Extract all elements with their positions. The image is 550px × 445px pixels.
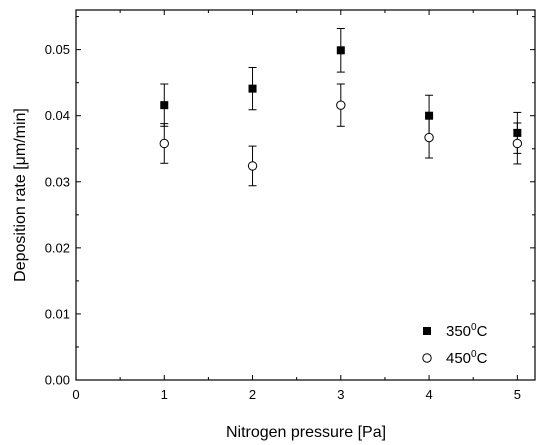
y-axis: 0.00 0.01 0.02 0.03 0.04 0.05 [45,16,535,388]
plot-frame [75,9,536,381]
x-tick-label: 1 [161,387,168,402]
x-axis-title: Nitrogen pressure [Pa] [226,424,386,441]
x-tick-label: 3 [337,387,344,402]
x-tick-label: 2 [249,387,256,402]
data-point-350 [248,84,257,93]
x-axis: 0 1 2 3 4 5 [72,10,521,402]
legend: 3500C 4500C [422,322,488,367]
y-tick-label: 0.03 [45,174,70,189]
plot-area [159,28,523,187]
legend-label-450: 4500C [446,349,488,367]
data-point-350 [425,111,434,120]
data-point-450 [159,138,169,149]
x-tick-label: 5 [514,387,521,402]
x-tick-label: 0 [72,387,79,402]
data-point-350 [160,101,169,110]
data-point-350 [336,46,345,55]
legend-marker-450 [422,353,432,363]
y-tick-label: 0.02 [45,240,70,255]
y-tick-label: 0.01 [45,306,70,321]
y-tick-label: 0.05 [45,42,70,57]
data-point-450 [336,100,346,110]
y-axis-title: Deposition rate [μm/min] [12,108,29,282]
data-point-450 [247,161,258,171]
data-point-350 [513,128,522,137]
y-tick-label: 0.04 [45,108,70,123]
x-tick-label: 4 [425,387,432,402]
legend-label-350: 3500C [446,322,488,340]
legend-marker-350 [423,327,431,335]
y-tick-label: 0.00 [45,373,70,388]
data-point-450 [424,132,434,143]
data-point-450 [512,138,523,149]
